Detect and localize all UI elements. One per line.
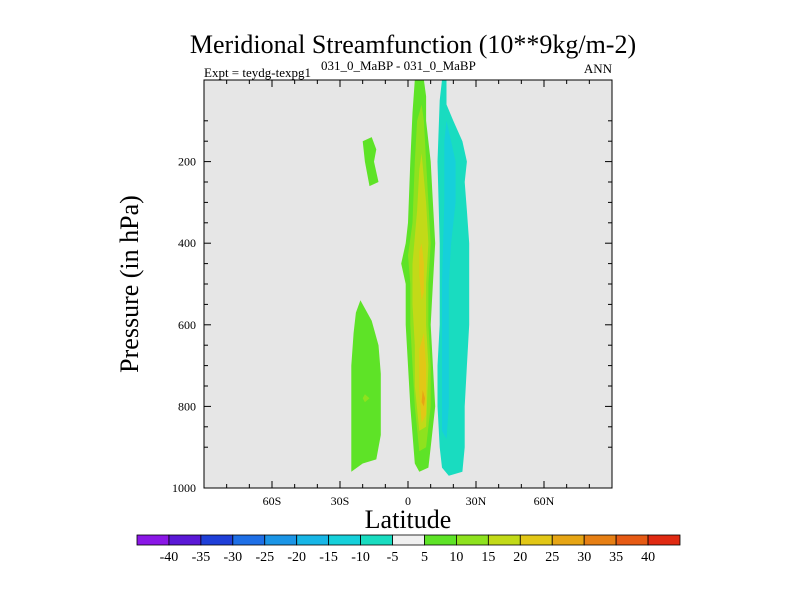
colorbar-label: -20 [287,550,306,565]
colorbar-label: 40 [641,550,655,565]
subtitle-season: ANN [584,61,613,76]
x-tick-label: 60N [534,494,555,508]
colorbar-swatch [264,534,298,546]
x-tick-label: 0 [405,494,411,508]
colorbar-label: 25 [545,550,559,565]
contour-regions [351,80,470,476]
colorbar-label: 35 [609,550,623,565]
colorbar-label: 30 [577,550,591,565]
colorbar-label: 10 [449,550,463,565]
x-axis-label: Latitude [365,505,452,534]
subtitle-periods: 031_0_MaBP - 031_0_MaBP [321,58,476,73]
axis-ticks: 60S 30S 0 30N 60N 200 400 600 800 1000 [172,80,612,508]
contour-region-sh-lower-cell [351,300,381,472]
colorbar-swatch [519,534,553,546]
y-tick-label: 600 [178,318,196,332]
y-axis-label: Pressure (in hPa) [115,195,144,373]
colorbar-label: -40 [160,550,179,565]
subtitle-experiment: Expt = teydg-texpg1 [204,65,311,80]
colorbar-swatch [615,534,649,546]
colorbar-label: 15 [481,550,495,565]
colorbar-swatch [392,534,425,546]
y-tick-label: 1000 [172,481,196,495]
colorbar-swatch [136,534,170,546]
colorbar: -40 -35 -30 -25 -20 -15 -10 -5 5 10 15 20 25 30 35 40 [136,534,681,565]
y-tick-label: 800 [178,399,196,413]
colorbar-label: -10 [351,550,370,565]
colorbar-label: -25 [255,550,274,565]
colorbar-swatch [551,534,585,546]
colorbar-label: -30 [223,550,242,565]
x-tick-label: 60S [263,494,282,508]
colorbar-swatch [232,534,266,546]
colorbar-swatch [168,534,202,546]
y-tick-label: 200 [178,155,196,169]
colorbar-swatch [296,534,330,546]
contour-region-nh-negative-core [442,120,456,440]
colorbar-label: -15 [319,550,338,565]
x-tick-label: 30N [466,494,487,508]
chart-title: Meridional Streamfunction (10**9kg/m-2) [190,30,636,59]
colorbar-swatch [200,534,234,546]
colorbar-swatch [424,534,457,546]
colorbar-swatch [456,534,489,546]
contour-region-sh-lower-cell-core [362,394,370,403]
colorbar-swatch [487,534,521,546]
x-tick-label: 30S [331,494,350,508]
colorbar-label: 5 [421,550,428,565]
colorbar-swatch [647,534,681,546]
colorbar-label: -35 [192,550,211,565]
colorbar-label: 20 [513,550,527,565]
colorbar-swatch [360,534,393,546]
colorbar-swatch [583,534,617,546]
contour-region-sh-upper-cell [362,137,379,187]
contour-region-tropical-cell-peak [421,390,425,407]
colorbar-label: -5 [387,550,399,565]
contour-region-tropical-cell-core [419,243,424,301]
y-tick-label: 400 [178,236,196,250]
colorbar-swatch [328,534,361,546]
